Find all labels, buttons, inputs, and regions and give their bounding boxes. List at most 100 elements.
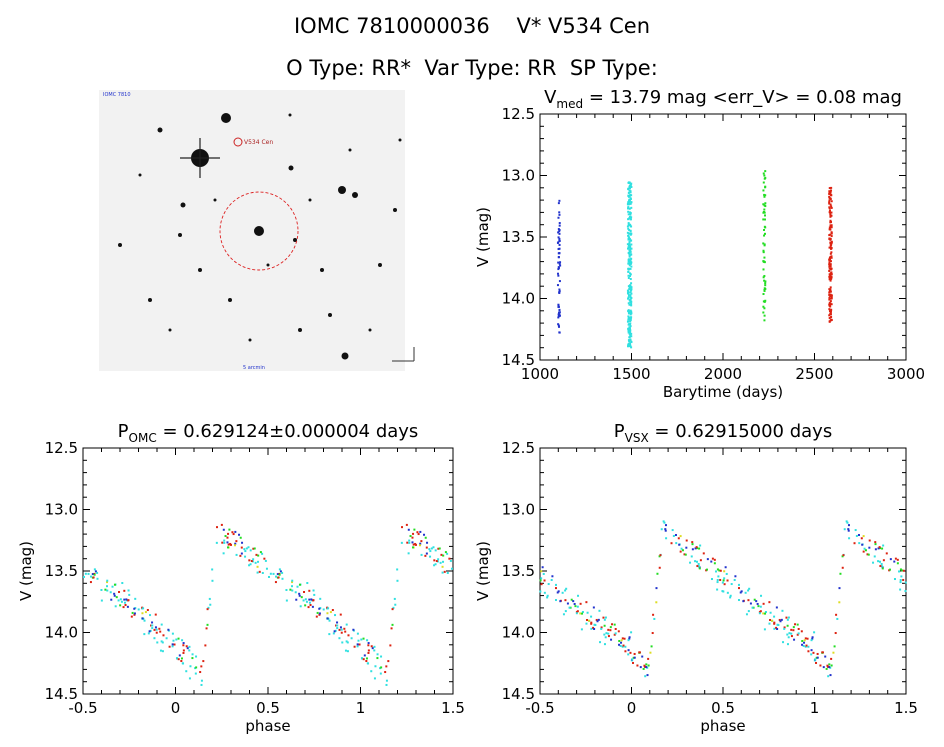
data-point: [893, 560, 896, 563]
data-point: [829, 311, 832, 314]
data-point: [787, 616, 790, 619]
data-point: [802, 644, 805, 647]
data-point: [149, 629, 152, 632]
data-point: [540, 570, 543, 573]
data-point: [627, 310, 630, 313]
data-point: [630, 216, 633, 219]
data-point: [611, 623, 614, 626]
data-point: [338, 637, 341, 640]
data-point: [285, 588, 288, 591]
data-point: [792, 626, 795, 629]
data-point: [698, 567, 701, 570]
data-point: [227, 543, 230, 546]
data-point: [361, 657, 364, 660]
data-point: [629, 273, 632, 276]
data-point: [248, 559, 251, 562]
data-point: [171, 643, 174, 646]
data-point: [436, 560, 439, 563]
data-point: [665, 537, 668, 540]
data-point: [763, 307, 766, 310]
data-point: [626, 243, 629, 246]
data-point: [119, 604, 122, 607]
data-point: [828, 663, 831, 666]
data-point: [449, 559, 452, 562]
data-point: [226, 536, 229, 539]
data-point: [723, 583, 726, 586]
data-point: [291, 585, 294, 588]
data-point: [629, 218, 632, 221]
data-point: [618, 640, 621, 643]
data-point: [558, 239, 561, 242]
data-point: [762, 311, 765, 314]
data-point: [758, 612, 761, 615]
x-axis-label: phase: [700, 717, 745, 735]
data-point: [391, 608, 394, 611]
data-point: [757, 605, 760, 608]
data-point: [628, 286, 631, 289]
data-point: [419, 542, 422, 545]
data-point: [763, 228, 766, 231]
data-point: [444, 551, 447, 554]
star: [288, 165, 294, 171]
data-point: [829, 265, 832, 268]
data-point: [588, 619, 591, 622]
data-point: [628, 329, 631, 332]
data-point: [575, 612, 578, 615]
data-point: [716, 568, 719, 571]
data-point: [597, 618, 600, 621]
data-point: [318, 612, 321, 615]
data-point: [239, 536, 242, 539]
data-point: [160, 640, 163, 643]
data-point: [252, 558, 255, 561]
data-point: [829, 275, 832, 278]
data-point: [762, 181, 765, 184]
y-axis-label: V (mag): [474, 207, 492, 267]
data-point: [245, 547, 248, 550]
data-point: [291, 581, 294, 584]
data-point: [592, 606, 595, 609]
data-point: [385, 665, 388, 668]
data-point: [691, 541, 694, 544]
data-point: [854, 529, 857, 532]
data-point: [755, 600, 758, 603]
data-point: [828, 320, 831, 323]
data-point: [628, 345, 631, 348]
data-point: [764, 284, 767, 287]
data-point: [629, 213, 632, 216]
data-point: [662, 520, 665, 523]
data-point: [356, 645, 359, 648]
data-point: [195, 655, 198, 658]
data-point: [726, 579, 729, 582]
data-point: [874, 543, 877, 546]
data-point: [898, 570, 901, 573]
data-point: [830, 205, 833, 208]
data-point: [603, 633, 606, 636]
data-point: [828, 308, 831, 311]
data-point: [628, 327, 631, 330]
data-point: [371, 647, 374, 650]
data-point: [579, 612, 582, 615]
data-point: [617, 630, 620, 633]
data-point: [298, 594, 301, 597]
data-point: [829, 297, 832, 300]
data-point: [881, 547, 884, 550]
data-point: [319, 597, 322, 600]
data-point: [434, 549, 437, 552]
data-point: [763, 256, 766, 259]
data-point: [787, 636, 790, 639]
data-point: [829, 237, 832, 240]
data-point: [336, 621, 339, 624]
data-point: [827, 675, 830, 678]
data-point: [830, 255, 833, 258]
data-point: [904, 581, 907, 584]
data-point: [429, 555, 432, 558]
data-point: [763, 225, 766, 228]
sky-image-panel: V534 Cen IOMC 7810 5 arcmin: [99, 90, 415, 371]
data-point: [627, 234, 630, 237]
x-tick-label: -0.5: [68, 699, 97, 717]
data-point: [624, 650, 627, 653]
data-point: [215, 541, 218, 544]
x-tick-label: 1000: [521, 365, 559, 383]
data-point: [828, 192, 831, 195]
